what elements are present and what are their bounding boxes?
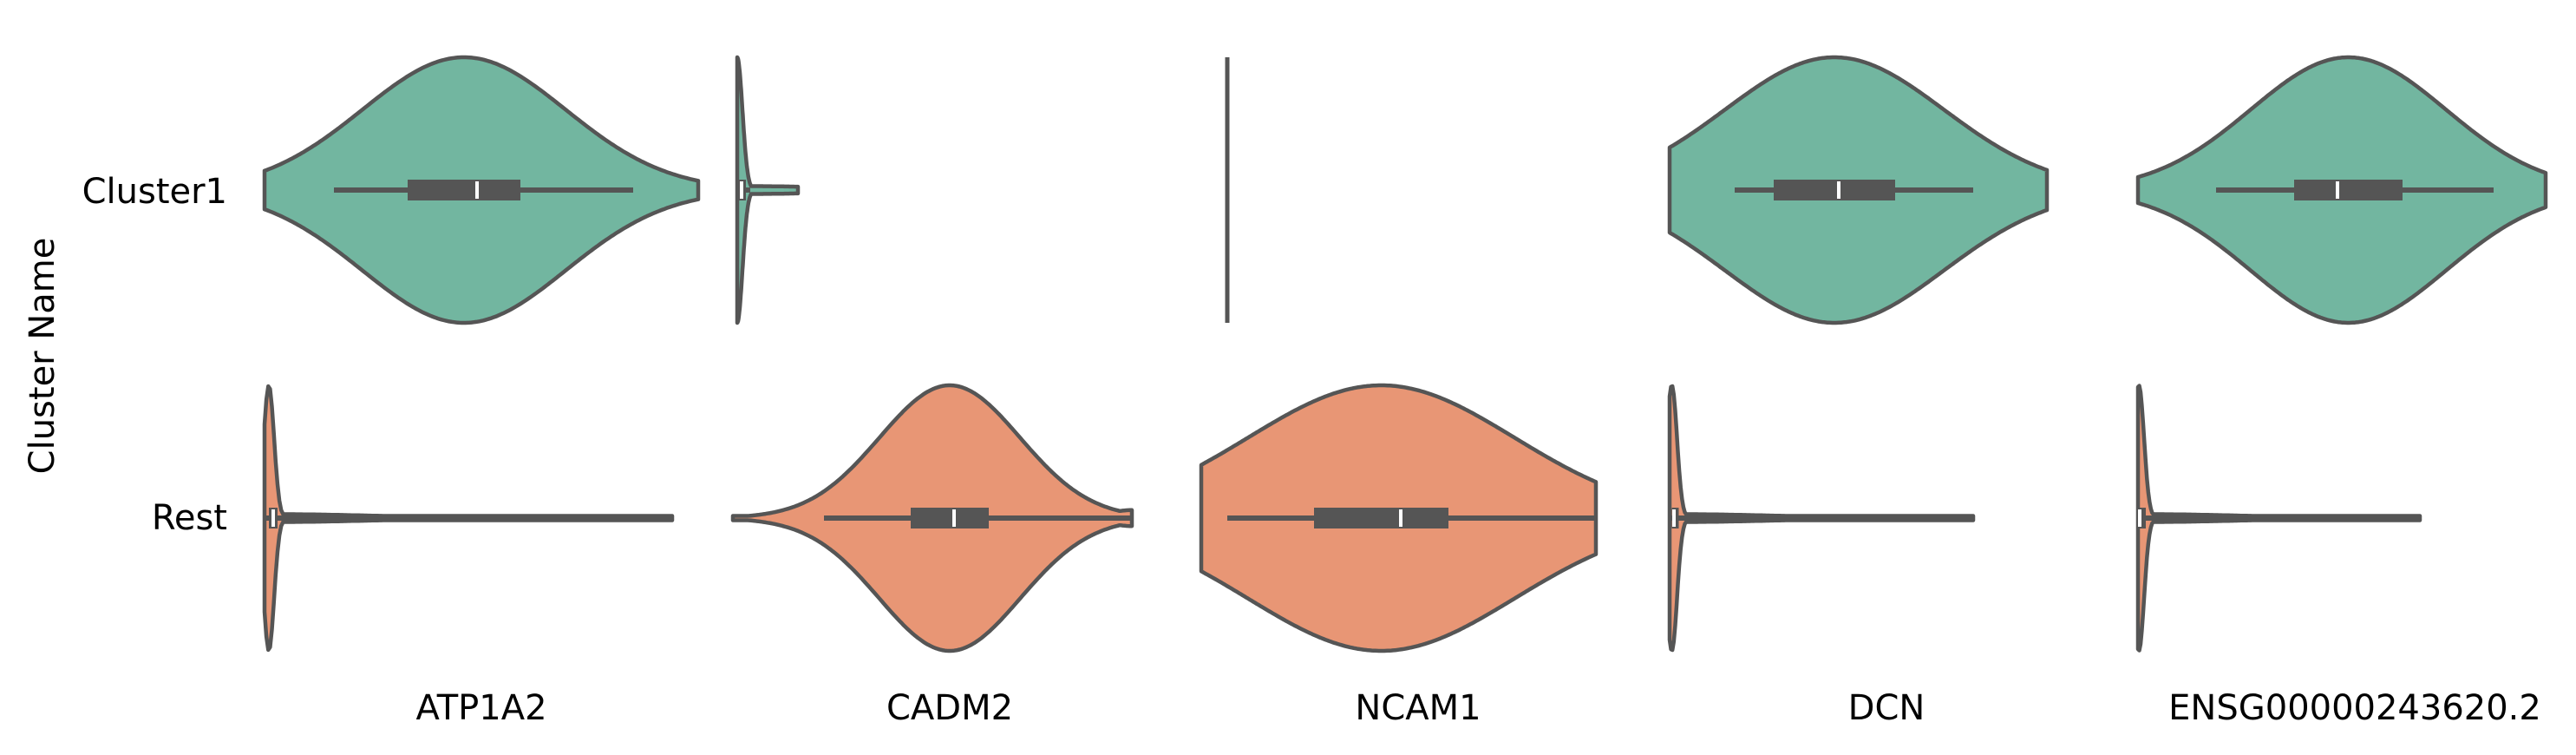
gene-label: NCAM1 [1355,688,1481,728]
gene-label: DCN [1848,688,1925,728]
y-axis-label: Cluster Name [23,238,62,475]
violin-body [735,55,801,325]
violin-panel: NCAM1 [1199,57,1599,728]
gene-label: ATP1A2 [415,688,546,728]
row-label-rest: Rest [152,498,227,538]
violin-panel: ATP1A2 [262,55,701,728]
violin-panel: CADM2 [730,55,1134,728]
violin-panel: DCN [1667,55,2050,728]
violin-iqr-box [2294,180,2403,200]
row-label-cluster1: Cluster1 [82,172,227,212]
violin-iqr-box [1774,180,1895,200]
violin-iqr-box [2139,508,2146,528]
violin-panel: ENSG00000243620.2 [2135,55,2548,728]
violin-iqr-box [911,508,989,528]
violin-iqr-box [1314,508,1448,528]
gene-label: ENSG00000243620.2 [2168,688,2541,728]
gene-label: CADM2 [886,688,1013,728]
violin-panels: ATP1A2 CADM2 NCAM1 DCN ENSG00000243620.2 [262,55,2548,728]
violin-iqr-box [408,180,520,200]
